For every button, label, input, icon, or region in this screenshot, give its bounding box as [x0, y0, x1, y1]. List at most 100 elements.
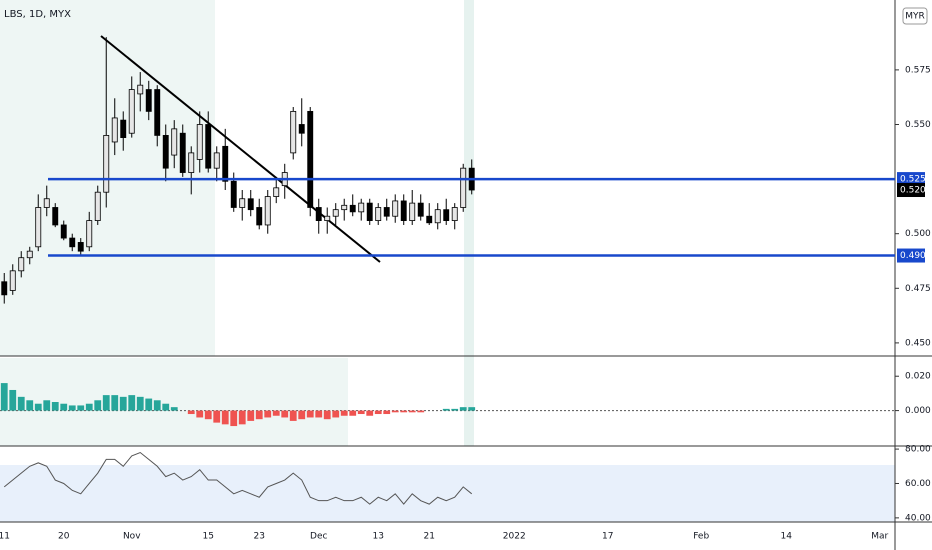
- candle-body: [60, 224, 67, 239]
- candle-body: [171, 128, 178, 156]
- histogram-bar: [374, 410, 382, 415]
- rsi-band: [0, 465, 895, 522]
- histogram-bar: [459, 407, 467, 411]
- y-tick-label: 0.450: [905, 338, 931, 348]
- price-label: 0.490: [900, 251, 926, 261]
- histogram-bar: [128, 395, 136, 411]
- candle-body: [18, 257, 25, 272]
- histogram-bar: [315, 410, 323, 418]
- histogram-bar: [323, 410, 331, 420]
- histogram-bar: [196, 410, 204, 418]
- histogram-bar: [170, 407, 178, 411]
- price-label-box: [897, 248, 925, 263]
- histogram-bar: [0, 383, 8, 411]
- candle-body: [145, 89, 152, 112]
- candle-body: [94, 191, 101, 221]
- histogram-bar: [145, 398, 153, 411]
- histogram-bar: [153, 400, 161, 411]
- candle-body: [43, 198, 50, 208]
- candle-body: [196, 124, 203, 160]
- histogram-bar: [408, 410, 416, 413]
- range-shade: [464, 0, 474, 446]
- histogram-bar: [51, 402, 59, 411]
- candle-body: [179, 132, 186, 173]
- x-tick-label: 21: [423, 532, 434, 542]
- candle-body: [383, 207, 390, 217]
- candle-body: [366, 202, 373, 221]
- y-tick-label: 0.500: [905, 229, 931, 239]
- histogram-bar: [221, 410, 229, 425]
- x-tick-label: 14: [780, 532, 792, 542]
- y-tick-label: 0.020: [905, 372, 931, 382]
- y-tick-label: 60.00: [905, 479, 931, 489]
- candle-body: [205, 124, 212, 169]
- candle-body: [52, 207, 59, 226]
- x-tick-label: 2022: [503, 532, 526, 542]
- histogram-bar: [357, 410, 365, 415]
- histogram-bar: [366, 410, 374, 416]
- y-tick-label: 80.00: [905, 445, 931, 455]
- price-label: 0.525: [900, 175, 926, 185]
- price-label-box: [897, 172, 925, 187]
- candle-body: [222, 145, 229, 182]
- histogram-bar: [213, 410, 221, 423]
- candle-body: [307, 110, 314, 208]
- y-tick-label: 40.00: [905, 513, 931, 523]
- candle-body: [460, 167, 467, 208]
- histogram-bar: [111, 395, 119, 411]
- histogram-bar: [238, 410, 246, 425]
- candle-body: [247, 198, 254, 211]
- trend-line: [100, 35, 381, 263]
- histogram-bar: [204, 410, 212, 420]
- candle-body: [120, 119, 127, 138]
- histogram-bar: [349, 410, 357, 416]
- histogram-bar: [60, 403, 68, 411]
- x-tick-label: Dec: [310, 532, 327, 542]
- candle-body: [290, 110, 297, 154]
- candle-body: [256, 207, 263, 226]
- candle-body: [358, 202, 365, 213]
- histogram-bar: [417, 410, 425, 413]
- histogram-bar: [298, 410, 306, 420]
- histogram-bar: [136, 396, 144, 411]
- histogram-bar: [255, 410, 263, 420]
- histogram-bar: [468, 407, 476, 411]
- histogram-bar: [306, 410, 314, 418]
- candle-body: [400, 200, 407, 221]
- y-tick-label: 0.575: [905, 65, 931, 75]
- histogram-bar: [247, 410, 255, 421]
- candle-body: [349, 204, 356, 213]
- candle-body: [324, 215, 331, 221]
- x-tick-label: 23: [254, 532, 265, 542]
- candle-body: [332, 209, 339, 217]
- histogram-bar: [230, 410, 238, 427]
- candle-body: [137, 84, 144, 95]
- candle-body: [154, 89, 161, 136]
- candle-body: [375, 207, 382, 221]
- candle-body: [9, 270, 16, 291]
- candle-body: [1, 281, 8, 296]
- candle-body: [230, 180, 237, 208]
- candle-body: [162, 135, 169, 169]
- histogram-bar: [391, 410, 399, 413]
- histogram-bar: [162, 403, 170, 411]
- candle-body: [77, 242, 84, 252]
- x-tick-label: Nov: [123, 532, 141, 542]
- histogram-bar: [383, 410, 391, 415]
- candle-body: [417, 202, 424, 217]
- histogram-bar: [68, 405, 76, 411]
- candle-body: [111, 117, 118, 143]
- rsi-line: [3, 451, 473, 505]
- candle-body: [86, 220, 93, 248]
- candle-body: [443, 209, 450, 221]
- candle-body: [69, 237, 76, 248]
- candle-body: [426, 215, 433, 224]
- histogram-bar: [119, 396, 127, 411]
- x-tick-label: Feb: [693, 532, 709, 542]
- histogram-bar: [77, 405, 85, 411]
- x-tick-label: Mar: [871, 532, 888, 542]
- candle-body: [264, 196, 271, 226]
- x-tick-label: 15: [203, 532, 214, 542]
- x-tick-label: 17: [602, 532, 613, 542]
